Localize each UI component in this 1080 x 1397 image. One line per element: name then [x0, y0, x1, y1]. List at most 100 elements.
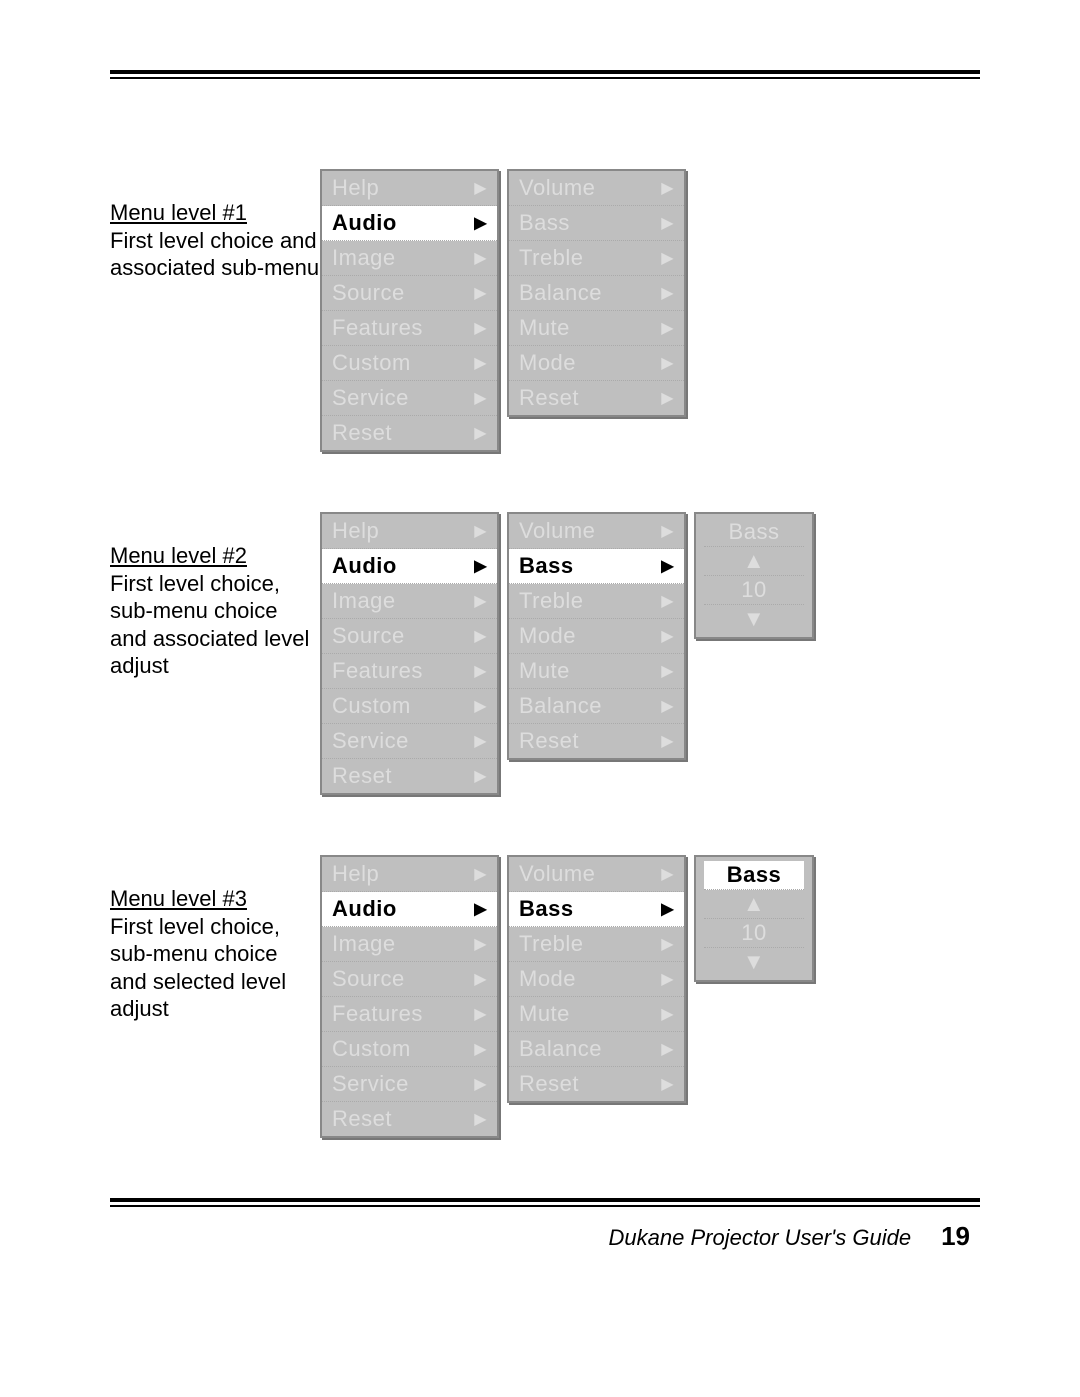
chevron-right-icon: ▶ [661, 1004, 674, 1024]
adjust-down-icon[interactable]: ▼ [704, 948, 804, 976]
menu-item-bass[interactable]: Bass▶ [509, 892, 684, 927]
menu-item-label: Reset [519, 728, 579, 754]
menu-item-image[interactable]: Image▶ [322, 927, 497, 962]
menu-item-image[interactable]: Image▶ [322, 584, 497, 619]
caption-2: Menu level #2 First level choice, sub-me… [110, 512, 320, 680]
chevron-right-icon: ▶ [661, 934, 674, 954]
menu-item-label: Source [332, 966, 405, 992]
chevron-right-icon: ▶ [474, 556, 487, 576]
menu-item-features[interactable]: Features ▶ [322, 997, 497, 1032]
menu-item-mute[interactable]: Mute▶ [509, 654, 684, 689]
menu-item-help[interactable]: Help▶ [322, 171, 497, 206]
menu-item-custom[interactable]: Custom▶ [322, 346, 497, 381]
chevron-right-icon: ▶ [474, 696, 487, 716]
menu-item-label: Reset [332, 763, 392, 789]
menu-item-source[interactable]: Source ▶ [322, 276, 497, 311]
adjust-up-icon[interactable]: ▲ [704, 890, 804, 919]
menu-item-label: Audio [332, 210, 397, 236]
menu-item-custom[interactable]: Custom ▶ [322, 689, 497, 724]
chevron-right-icon: ▶ [474, 388, 487, 408]
menu-item-balance[interactable]: Balance ▶ [509, 1032, 684, 1067]
chevron-right-icon: ▶ [474, 318, 487, 338]
menu-item-treble[interactable]: Treble▶ [509, 241, 684, 276]
chevron-right-icon: ▶ [474, 969, 487, 989]
menu-item-label: Mute [519, 315, 570, 341]
menu-item-treble[interactable]: Treble▶ [509, 927, 684, 962]
menu-item-reset[interactable]: Reset▶ [322, 1102, 497, 1136]
caption-1-body: First level choice and associated sub-me… [110, 228, 319, 281]
chevron-right-icon: ▶ [474, 213, 487, 233]
menu-item-audio[interactable]: Audio▶ [322, 892, 497, 927]
menu-item-service[interactable]: Service▶ [322, 1067, 497, 1102]
chevron-right-icon: ▶ [661, 969, 674, 989]
chevron-right-icon: ▶ [474, 521, 487, 541]
menu-item-mode[interactable]: Mode▶ [509, 619, 684, 654]
menu-item-reset[interactable]: Reset▶ [322, 416, 497, 450]
chevron-right-icon: ▶ [661, 388, 674, 408]
menu-item-reset[interactable]: Reset ▶ [509, 381, 684, 415]
menu-level1-main: Help▶ Audio ▶ Image▶ Source ▶ Features ▶ Custom▶… [320, 169, 499, 452]
chevron-right-icon: ▶ [661, 178, 674, 198]
adjust-up-icon[interactable]: ▲ [704, 547, 804, 576]
adjust-down-icon[interactable]: ▼ [704, 605, 804, 633]
menu-item-volume[interactable]: Volume ▶ [509, 857, 684, 892]
chevron-right-icon: ▶ [474, 1004, 487, 1024]
menu-item-balance[interactable]: Balance▶ [509, 689, 684, 724]
menu-item-label: Source [332, 623, 405, 649]
chevron-right-icon: ▶ [661, 731, 674, 751]
menu-item-label: Image [332, 588, 396, 614]
caption-1-title: Menu level #1 [110, 200, 247, 225]
menu-item-label: Service [332, 1071, 409, 1097]
menu-item-help[interactable]: Help▶ [322, 857, 497, 892]
menu-item-features[interactable]: Features ▶ [322, 311, 497, 346]
caption-3-title: Menu level #3 [110, 886, 247, 911]
menu-item-bass[interactable]: Bass▶ [509, 549, 684, 584]
menu-item-balance[interactable]: Balance▶ [509, 276, 684, 311]
menu-item-bass[interactable]: Bass▶ [509, 206, 684, 241]
adjust-label: Bass [704, 518, 804, 547]
menu-item-custom[interactable]: Custom▶ [322, 1032, 497, 1067]
chevron-right-icon: ▶ [474, 934, 487, 954]
menu-item-label: Source [332, 280, 405, 306]
menu-item-reset[interactable]: Reset▶ [509, 1067, 684, 1101]
menu-item-volume[interactable]: Volume▶ [509, 514, 684, 549]
menu-item-help[interactable]: Help▶ [322, 514, 497, 549]
chevron-right-icon: ▶ [474, 283, 487, 303]
menu-item-audio[interactable]: Audio▶ [322, 549, 497, 584]
menu-item-label: Volume [519, 518, 595, 544]
menu-item-label: Volume [519, 861, 595, 887]
menu-item-features[interactable]: Features▶ [322, 654, 497, 689]
menu-item-mute[interactable]: Mute▶ [509, 311, 684, 346]
chevron-right-icon: ▶ [661, 696, 674, 716]
menu-level3-main: Help▶Audio▶Image▶ Source ▶ Features ▶ Custom▶… [320, 855, 499, 1138]
adjust-value: 10 [704, 576, 804, 605]
menu-item-volume[interactable]: Volume▶ [509, 171, 684, 206]
menu-item-label: Mode [519, 623, 576, 649]
chevron-right-icon: ▶ [474, 423, 487, 443]
menu-level2-sub: Volume▶Bass▶Treble▶Mode▶Mute▶Balance▶Res… [507, 512, 686, 760]
menu-item-image[interactable]: Image▶ [322, 241, 497, 276]
menu-item-treble[interactable]: Treble▶ [509, 584, 684, 619]
menu-item-label: Mode [519, 966, 576, 992]
menu-item-source[interactable]: Source ▶ [322, 962, 497, 997]
menu-item-label: Reset [519, 385, 579, 411]
chevron-right-icon: ▶ [661, 864, 674, 884]
menu-item-source[interactable]: Source▶ [322, 619, 497, 654]
menu-item-reset[interactable]: Reset▶ [322, 759, 497, 793]
menu-item-label: Balance [519, 1036, 602, 1062]
menu-item-audio[interactable]: Audio ▶ [322, 206, 497, 241]
chevron-right-icon: ▶ [661, 1039, 674, 1059]
menu-item-service[interactable]: Service▶ [322, 381, 497, 416]
menu-item-service[interactable]: Service▶ [322, 724, 497, 759]
menu-item-mute[interactable]: Mute ▶ [509, 997, 684, 1032]
chevron-right-icon: ▶ [474, 1109, 487, 1129]
footer-title: Dukane Projector User's Guide [609, 1225, 912, 1251]
menu-item-label: Mute [519, 1001, 570, 1027]
menu-item-label: Reset [519, 1071, 579, 1097]
menu-item-mode[interactable]: Mode ▶ [509, 962, 684, 997]
menu-item-reset[interactable]: Reset ▶ [509, 724, 684, 758]
menu-item-label: Features [332, 315, 423, 341]
menu-item-mode[interactable]: Mode▶ [509, 346, 684, 381]
menu-item-label: Features [332, 1001, 423, 1027]
menu-item-label: Custom [332, 693, 411, 719]
